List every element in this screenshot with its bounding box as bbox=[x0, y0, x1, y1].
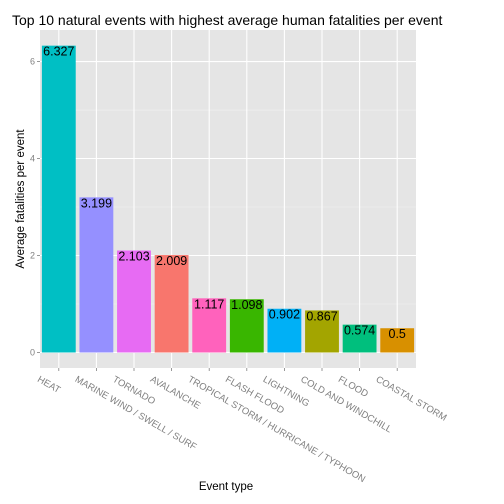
bar bbox=[229, 299, 264, 353]
data-label: 0.902 bbox=[269, 308, 300, 322]
data-label: 2.009 bbox=[156, 254, 187, 268]
y-axis-ticks: 0 2 4 6 bbox=[30, 57, 40, 357]
data-label: 2.103 bbox=[118, 250, 149, 264]
bar bbox=[342, 324, 377, 353]
y-tick-label: 2 bbox=[30, 250, 35, 260]
bar bbox=[117, 250, 151, 353]
bar bbox=[79, 197, 114, 353]
bar bbox=[267, 308, 302, 353]
x-tick-label: HEAT bbox=[35, 374, 62, 396]
data-label: 3.199 bbox=[81, 196, 112, 210]
bar bbox=[154, 255, 189, 353]
bar bbox=[192, 298, 227, 353]
bars bbox=[41, 45, 415, 353]
data-label: 6.327 bbox=[43, 45, 74, 59]
bar bbox=[305, 310, 339, 353]
data-label: 1.117 bbox=[194, 297, 224, 311]
data-label: 0.867 bbox=[306, 309, 337, 323]
y-tick-label: 6 bbox=[30, 57, 35, 67]
x-tick-label: COASTAL STORM bbox=[374, 374, 449, 424]
y-tick-label: 4 bbox=[30, 154, 35, 164]
chart-title: Top 10 natural events with highest avera… bbox=[12, 12, 442, 28]
data-label: 0.574 bbox=[344, 324, 375, 338]
y-tick-label: 0 bbox=[30, 347, 35, 357]
x-axis-ticks: HEAT MARINE WIND / SWELL / SURFTORNADOAVA… bbox=[35, 368, 449, 485]
y-axis-title: Average fatalities per event bbox=[15, 129, 27, 269]
bar bbox=[380, 328, 415, 353]
data-label: 1.098 bbox=[231, 298, 262, 312]
x-axis-title: Event type bbox=[199, 481, 253, 493]
data-label: 0.5 bbox=[389, 327, 406, 341]
data-labels: 6.327 3.199 2.103 2.009 1.117 1.098 0.902 0.867… bbox=[43, 45, 406, 342]
bar bbox=[41, 45, 76, 353]
